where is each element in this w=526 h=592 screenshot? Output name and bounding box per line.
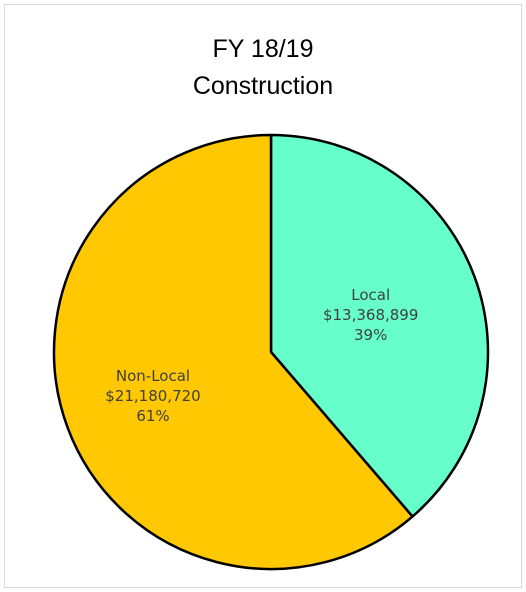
pie-slice-non-local	[52, 133, 414, 571]
data-label-non-local-value: $21,180,720	[105, 387, 200, 405]
data-label-local-value: $13,368,899	[323, 306, 418, 324]
data-label-non-local-percent: 61%	[136, 407, 169, 425]
pie-slice-local	[269, 133, 490, 518]
data-label-local-percent: 39%	[354, 326, 387, 344]
data-label-local-name: Local	[351, 286, 390, 304]
data-label-non-local-name: Non-Local	[116, 367, 190, 385]
chart-title-line-1: FY 18/19	[212, 35, 314, 63]
chart-title-line-2: Construction	[192, 72, 334, 100]
